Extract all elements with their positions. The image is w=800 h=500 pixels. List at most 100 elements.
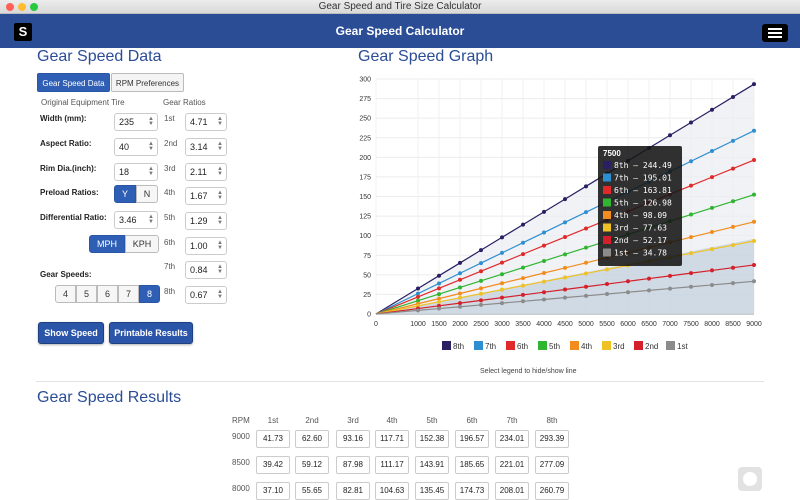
data-point-5th [710, 205, 714, 210]
data-point-6th [458, 277, 462, 282]
tooltip-swatch-7th [603, 173, 611, 182]
data-point-3rd [479, 291, 483, 296]
gear-label-3rd: 3rd [164, 164, 176, 173]
legend-swatch-2nd [634, 341, 643, 350]
stepper-icon[interactable]: ▲ ▼ [148, 166, 154, 177]
results-cell: 185.65 [455, 456, 489, 474]
data-point-2nd [731, 265, 735, 270]
kph-toggle[interactable]: KPH [125, 235, 159, 253]
stepper-icon[interactable]: ▲ ▼ [217, 215, 223, 226]
legend-swatch-6th [506, 341, 515, 350]
gear-ratio-input-6th[interactable]: 1.00 ▲ ▼ [185, 237, 227, 255]
aspect-ratio-input[interactable]: 40 ▲ ▼ [114, 138, 158, 156]
differential-ratio-value: 3.46 [119, 215, 137, 225]
x-tick-label: 2000 [452, 321, 468, 328]
results-cell: 174.73 [455, 482, 489, 500]
stepper-icon[interactable]: ▲ ▼ [217, 289, 223, 300]
data-point-3rd [563, 275, 567, 280]
x-tick-label: 1500 [431, 321, 447, 328]
gear-count-6[interactable]: 6 [97, 285, 118, 303]
stepper-icon[interactable]: ▲ ▼ [148, 116, 154, 127]
gear-count-8[interactable]: 8 [139, 285, 160, 303]
close-window-button[interactable] [6, 3, 14, 11]
zoom-window-button[interactable] [30, 3, 38, 11]
gear-ratio-input-7th[interactable]: 0.84 ▲ ▼ [185, 261, 227, 279]
tooltip-swatch-5th [603, 198, 611, 207]
mph-toggle[interactable]: MPH [89, 235, 125, 253]
data-point-7th [542, 230, 546, 235]
differential-ratio-input[interactable]: 3.46 ▲ ▼ [114, 211, 158, 229]
results-gear-header: 4th [386, 416, 398, 425]
app-header: S Gear Speed Calculator [0, 14, 800, 48]
preload-no-toggle[interactable]: N [136, 185, 158, 203]
stepper-icon[interactable]: ▲ ▼ [148, 141, 154, 152]
results-cell: 39.42 [256, 456, 290, 474]
tooltip-row: 7th – 195.01 [614, 174, 672, 183]
data-point-7th [437, 281, 441, 286]
data-point-1st [416, 308, 420, 313]
gear-ratio-input-4th[interactable]: 1.67 ▲ ▼ [185, 187, 227, 205]
tooltip-row: 1st – 34.78 [614, 249, 667, 258]
gear-ratio-input-2nd[interactable]: 3.14 ▲ ▼ [185, 138, 227, 156]
y-tick-label: 225 [359, 135, 371, 142]
data-point-1st [689, 284, 693, 289]
series-line-8th [375, 83, 755, 315]
stepper-icon[interactable]: ▲ ▼ [217, 264, 223, 275]
stepper-icon[interactable]: ▲ ▼ [217, 141, 223, 152]
gear-ratio-input-3rd[interactable]: 2.11 ▲ ▼ [185, 163, 227, 181]
stepper-icon[interactable]: ▲ ▼ [217, 116, 223, 127]
gear-label-5th: 5th [164, 213, 176, 222]
gear-ratio-input-1st[interactable]: 4.71 ▲ ▼ [185, 113, 227, 131]
tooltip-swatch-4th [603, 211, 611, 219]
results-cell: 221.01 [495, 456, 529, 474]
favorite-button[interactable] [738, 467, 762, 491]
data-point-7th [479, 261, 483, 266]
data-point-1st [626, 290, 630, 295]
data-point-6th [437, 286, 441, 291]
minimize-window-button[interactable] [18, 3, 26, 11]
stepper-icon[interactable]: ▲ ▼ [148, 214, 154, 225]
gear-count-7[interactable]: 7 [118, 285, 139, 303]
y-tick-label: 75 [363, 253, 371, 260]
data-point-8th [416, 286, 420, 291]
hamburger-menu-icon[interactable] [762, 24, 788, 42]
tooltip-row: 2nd – 52.17 [614, 236, 667, 245]
data-point-3rd [458, 295, 462, 300]
stepper-icon[interactable]: ▲ ▼ [217, 240, 223, 251]
legend-label-2nd: 2nd [645, 342, 658, 351]
printable-results-button[interactable]: Printable Results [109, 322, 193, 344]
x-tick-label: 7000 [662, 321, 678, 328]
data-point-7th [416, 291, 420, 296]
gear-ratio-input-5th[interactable]: 1.29 ▲ ▼ [185, 212, 227, 230]
width-input[interactable]: 235 ▲ ▼ [114, 113, 158, 131]
results-cell: 55.65 [295, 482, 329, 500]
data-point-8th [668, 133, 672, 138]
data-point-8th [563, 197, 567, 202]
data-point-3rd [437, 299, 441, 304]
gear-speed-data-title: Gear Speed Data [37, 48, 162, 65]
stepper-icon[interactable]: ▲ ▼ [217, 166, 223, 177]
gear-count-4[interactable]: 4 [55, 285, 76, 303]
gear-ratio-input-8th[interactable]: 0.67 ▲ ▼ [185, 286, 227, 304]
data-point-3rd [689, 251, 693, 256]
data-point-2nd [584, 284, 588, 289]
tab-rpm-preferences[interactable]: RPM Preferences [111, 73, 184, 92]
stepper-icon[interactable]: ▲ ▼ [217, 190, 223, 201]
y-tick-label: 50 [363, 272, 371, 279]
gear-count-5[interactable]: 5 [76, 285, 97, 303]
series-line-6th [375, 159, 755, 315]
aspect-ratio-value: 40 [119, 142, 130, 152]
data-point-1st [710, 282, 714, 287]
preload-yes-toggle[interactable]: Y [114, 185, 136, 203]
tab-gear-speed-data[interactable]: Gear Speed Data [37, 73, 110, 92]
gear-ratio-value: 1.29 [190, 216, 208, 226]
data-point-2nd [668, 273, 672, 278]
data-point-4th [542, 271, 546, 276]
series-line-2nd [375, 264, 755, 315]
data-point-2nd [500, 295, 504, 300]
rim-diameter-input[interactable]: 18 ▲ ▼ [114, 163, 158, 181]
show-speed-button[interactable]: Show Speed [38, 322, 104, 344]
gear-label-2nd: 2nd [164, 139, 178, 148]
gear-label-8th: 8th [164, 287, 176, 296]
window-title: Gear Speed and Tire Size Calculator [318, 1, 482, 12]
